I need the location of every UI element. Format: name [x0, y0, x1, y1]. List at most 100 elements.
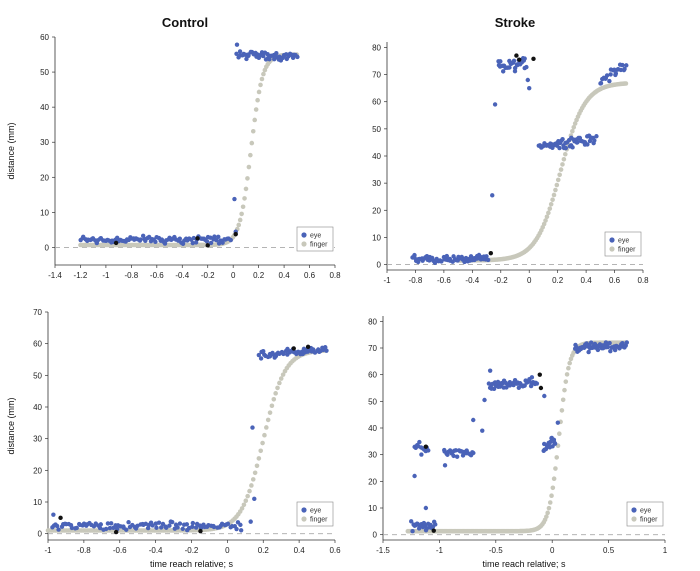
panel-3: -1 -0.8 -0.6 -0.4 -0.2 0 0.2 0.4 0.6 0 10 20 30 40 50 6…	[6, 308, 341, 569]
finger-point	[544, 514, 549, 519]
eye-point	[234, 51, 239, 57]
eye-point	[164, 525, 169, 530]
x-tick-label: 0	[231, 271, 236, 280]
eye-point	[484, 254, 489, 259]
eye-point	[495, 379, 501, 385]
eye-point	[204, 239, 210, 244]
eye-point	[620, 62, 625, 68]
finger-point	[256, 456, 262, 461]
eye-point	[427, 258, 432, 263]
eye-point	[250, 425, 255, 430]
x-axis-label: time reach relative; s	[150, 559, 234, 569]
legend-label-eye: eye	[640, 508, 651, 515]
legend-label-eye: eye	[310, 508, 321, 515]
eye-point	[570, 145, 575, 150]
eye-point	[454, 454, 460, 459]
finger-point	[236, 222, 242, 228]
eye-point	[618, 67, 624, 73]
finger-point	[264, 425, 269, 430]
eye-point	[175, 525, 180, 530]
eye-point	[193, 525, 199, 530]
x-tick-label: 0.6	[329, 546, 341, 555]
y-tick-label: 30	[40, 138, 49, 147]
eye-point	[624, 63, 629, 68]
legend-marker-eye	[609, 237, 615, 243]
finger-point	[563, 379, 569, 384]
eye-point	[604, 73, 610, 78]
eye-point	[248, 519, 253, 524]
eye-point	[608, 72, 613, 77]
x-tick-label: 0.2	[253, 271, 265, 280]
finger-point	[273, 391, 278, 396]
legend-marker-finger	[609, 246, 615, 252]
eye-point	[244, 56, 249, 62]
eye-point	[468, 254, 474, 259]
legend-marker-eye	[301, 507, 307, 513]
event-point	[233, 231, 238, 237]
eye-point	[74, 525, 79, 531]
y-tick-label: 20	[33, 466, 42, 475]
panel-1: -1.4 -1.2 -1 -0.8 -0.6 -0.4 -0.2 0 0.2 0.4 0.6 0.8 0…	[6, 33, 341, 280]
eye-point	[261, 349, 266, 354]
eye-point	[295, 54, 300, 60]
finger-point	[546, 210, 551, 216]
eye-point	[190, 520, 196, 526]
finger-point	[271, 397, 277, 402]
eye-point	[177, 521, 183, 526]
finger-point	[554, 455, 560, 460]
eye-point	[265, 52, 270, 57]
y-tick-label: 40	[372, 152, 381, 161]
y-tick-label: 60	[368, 371, 377, 380]
eye-point	[103, 526, 109, 532]
eye-point	[212, 234, 217, 239]
x-tick-label: -0.8	[409, 276, 423, 285]
finger-point	[252, 470, 258, 476]
event-point	[423, 444, 429, 449]
finger-point	[551, 192, 557, 198]
y-tick-label: 30	[368, 451, 377, 460]
eye-point	[608, 348, 613, 354]
eye-point	[419, 452, 424, 457]
x-tick-label: -1.5	[376, 546, 390, 555]
eye-point	[281, 351, 286, 357]
finger-point	[254, 463, 260, 469]
eye-point	[256, 352, 262, 358]
finger-point	[553, 187, 558, 193]
finger-point	[570, 128, 575, 134]
eye-point	[267, 57, 272, 62]
finger-point	[242, 196, 247, 201]
eye-point	[105, 521, 111, 526]
y-tick-label: 20	[372, 206, 381, 215]
eye-point	[324, 348, 329, 353]
panels: -1.4 -1.2 -1 -0.8 -0.6 -0.4 -0.2 0 0.2 0.4 0.6 0.8 0…	[6, 33, 668, 569]
finger-point	[566, 365, 571, 371]
eye-point	[471, 450, 476, 456]
eye-point	[598, 81, 604, 86]
eye-point	[525, 77, 530, 83]
finger-point	[572, 121, 578, 126]
eye-point	[69, 525, 75, 531]
finger-point	[253, 107, 259, 112]
eye-point	[238, 522, 243, 528]
eye-point	[237, 49, 243, 54]
eye-point	[54, 523, 60, 529]
eye-point	[524, 64, 529, 70]
finger-point	[560, 162, 565, 167]
eye-point	[453, 448, 459, 453]
x-axis-label: time reach relative; s	[482, 559, 566, 569]
finger-point	[564, 372, 570, 377]
eye-point	[471, 417, 476, 423]
eye-point	[410, 528, 415, 534]
column-title-stroke: Stroke	[495, 15, 535, 30]
y-tick-label: 40	[368, 424, 377, 433]
y-tick-label: 0	[373, 531, 378, 540]
legend-marker-eye	[631, 507, 637, 513]
finger-point	[551, 476, 557, 481]
eye-point	[482, 397, 487, 403]
eye-point	[234, 42, 240, 47]
legend-box	[626, 501, 664, 527]
x-tick-label: -0.8	[124, 271, 138, 280]
eye-point	[511, 58, 517, 64]
x-tick-label: -0.4	[149, 546, 163, 555]
